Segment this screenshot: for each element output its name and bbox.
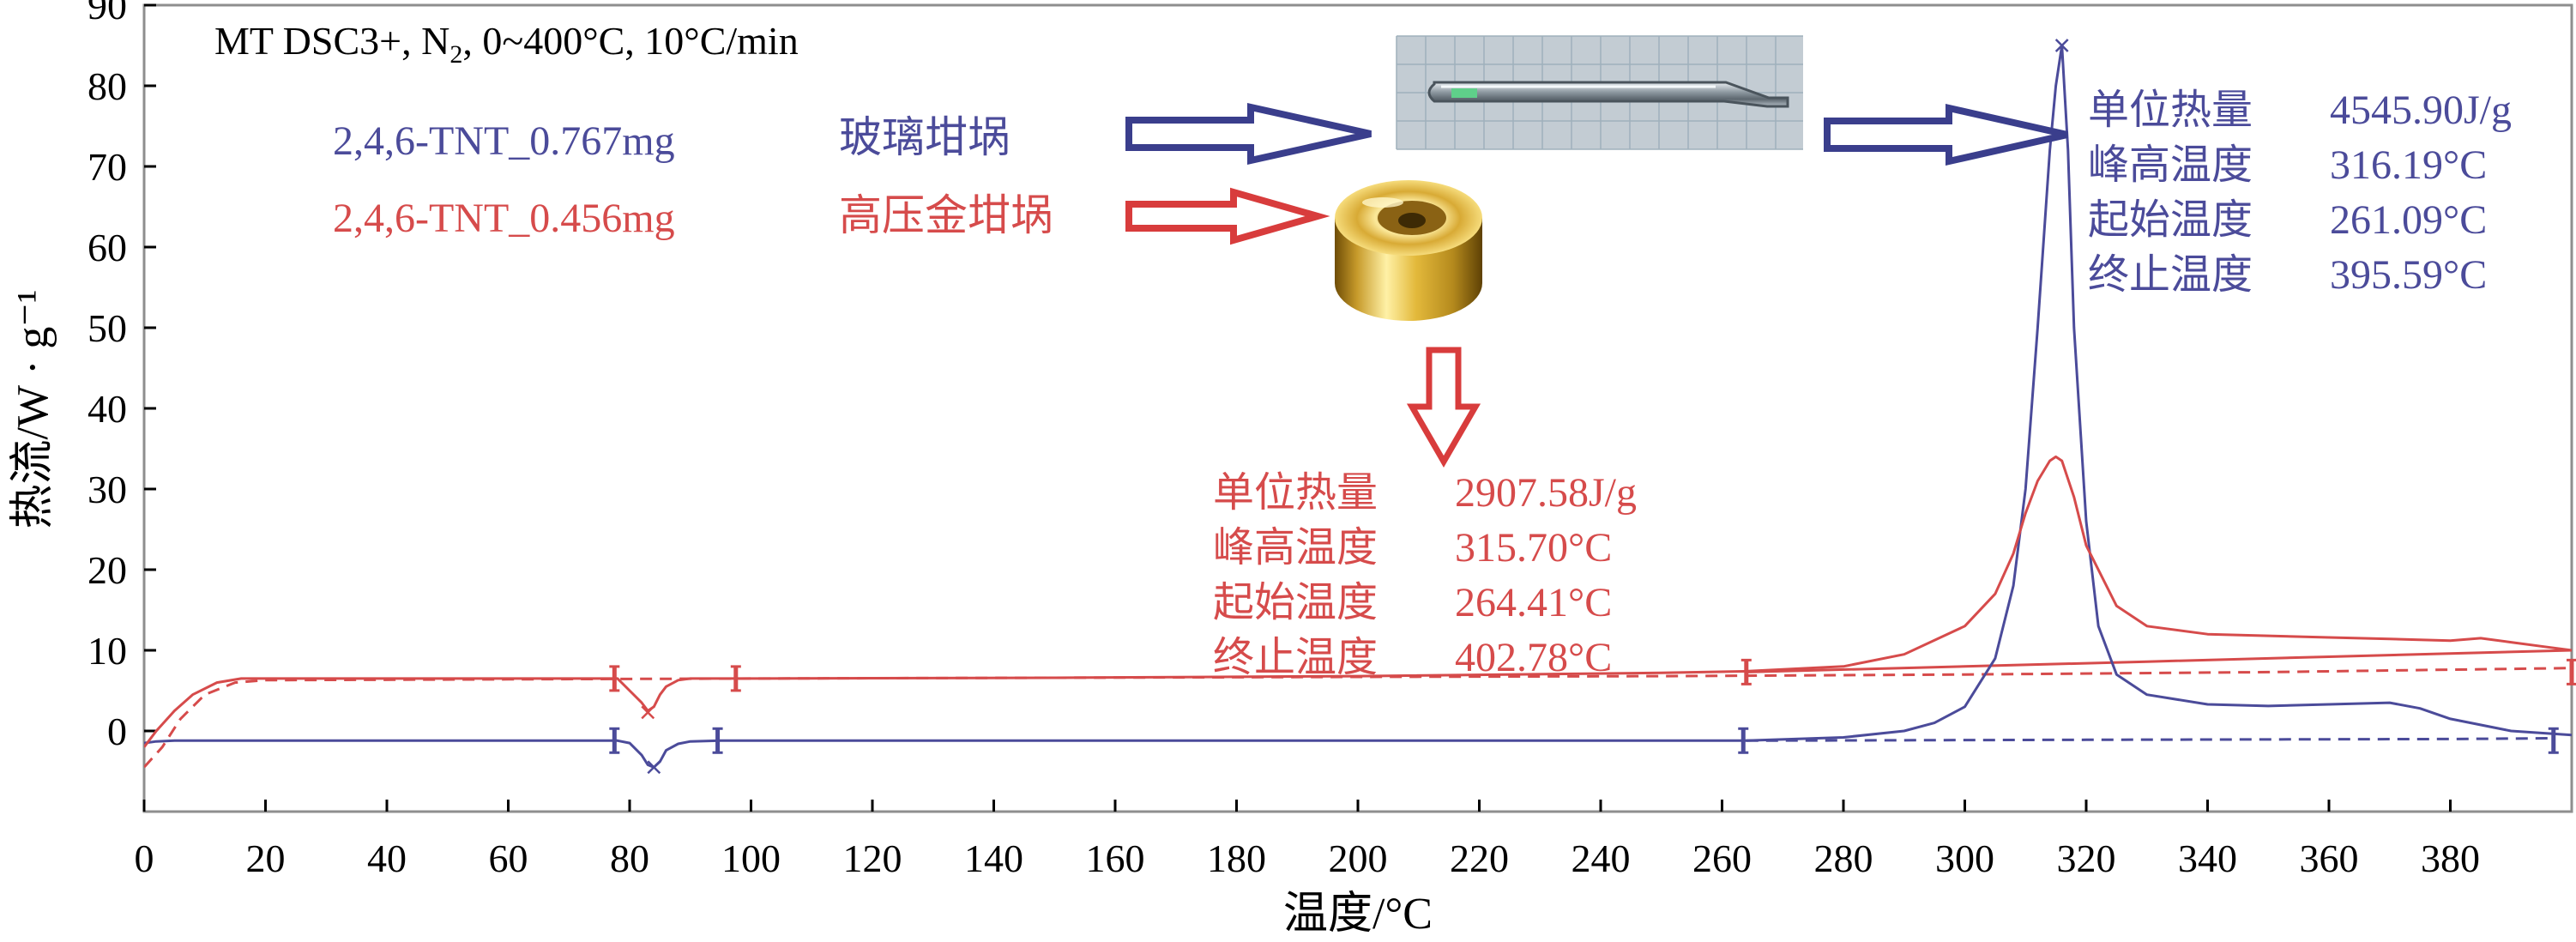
- gold-crucible-photo: [1335, 180, 1482, 321]
- results-glass-crucible: 单位热量 4545.90J/g 峰高温度 316.19°C 起始温度 261.0…: [2088, 88, 2512, 298]
- result-value: 395.59°C: [2330, 252, 2487, 298]
- x-tick-label: 60: [489, 836, 528, 880]
- y-tick-label: 70: [87, 145, 127, 189]
- peak-mark: [2054, 39, 2069, 52]
- blue-arrow-to-blue-results: [1824, 104, 2068, 166]
- chart-title: MT DSC3+, N2, 0~400°C, 10°C/min: [214, 19, 799, 69]
- series-line-0: [144, 44, 2573, 769]
- chart-title-subscript: 2: [449, 40, 462, 69]
- x-tick-label: 20: [246, 836, 286, 880]
- legend-label-red-crucible: 高压金坩埚: [839, 191, 1053, 239]
- x-tick-label: 320: [2057, 836, 2116, 880]
- result-value: 4545.90J/g: [2330, 88, 2512, 133]
- glass-photo-grid: [1396, 35, 1803, 150]
- red-arrow-to-gold-crucible: [1125, 187, 1330, 245]
- x-tick-label: 360: [2300, 836, 2359, 880]
- peak-mark: [647, 760, 661, 775]
- x-tick-label: 220: [1450, 836, 1509, 880]
- y-tick-label: 40: [87, 387, 127, 431]
- x-tick-label: 120: [843, 836, 902, 880]
- x-axis-ticks: 0 20 40 60 80 100 120 140 160 180 200 220 240 260 280 3…: [135, 800, 2480, 880]
- legend-label-blue-crucible: 玻璃坩埚: [839, 113, 1010, 161]
- y-axis-ticks: 0 10 20 30 40 50 60 70 80 90: [87, 0, 156, 753]
- result-value: 2907.58J/g: [1455, 470, 1637, 516]
- result-label: 单位热量: [2088, 88, 2253, 133]
- result-value: 316.19°C: [2330, 142, 2487, 188]
- y-tick-label: 90: [87, 0, 127, 27]
- glass-tube-sample: [1451, 88, 1477, 98]
- x-tick-label: 100: [721, 836, 781, 880]
- integration-marker-layer: [609, 658, 2576, 754]
- result-value: 315.70°C: [1455, 525, 1612, 571]
- result-label: 起始温度: [1213, 580, 1378, 625]
- result-label: 终止温度: [1213, 635, 1378, 680]
- x-tick-label: 280: [1814, 836, 1873, 880]
- result-label: 峰高温度: [2088, 142, 2253, 188]
- x-tick-label: 40: [367, 836, 407, 880]
- x-tick-label: 80: [610, 836, 649, 880]
- glass-crucible-photo: [1396, 35, 1803, 150]
- x-tick-label: 340: [2178, 836, 2237, 880]
- blue-arrow-to-glass-crucible: [1125, 103, 1372, 165]
- result-label: 单位热量: [1213, 470, 1378, 516]
- x-tick-label: 160: [1086, 836, 1145, 880]
- legend-label-blue-series: 2,4,6-TNT_0.767mg: [333, 118, 675, 164]
- glass-tube: [1427, 81, 1789, 108]
- y-axis-label: 热流/W · g⁻¹: [9, 290, 57, 529]
- x-tick-label: 200: [1329, 836, 1388, 880]
- result-label: 峰高温度: [1213, 525, 1378, 571]
- y-tick-label: 80: [87, 64, 127, 108]
- red-arrow-down-to-red-results: [1406, 347, 1481, 468]
- y-tick-label: 10: [87, 629, 127, 673]
- baseline-line: [1746, 649, 2573, 673]
- x-tick-label: 380: [2421, 836, 2480, 880]
- y-tick-label: 30: [87, 468, 127, 511]
- gold-crucible-rim-shine: [1362, 197, 1403, 208]
- result-label: 起始温度: [2088, 197, 2253, 243]
- legend-label-red-series: 2,4,6-TNT_0.456mg: [333, 196, 675, 241]
- y-tick-label: 50: [87, 306, 127, 350]
- x-tick-label: 180: [1207, 836, 1266, 880]
- peak-mark-layer: [641, 39, 2069, 775]
- result-value: 264.41°C: [1455, 580, 1612, 625]
- x-tick-label: 140: [964, 836, 1023, 880]
- y-tick-label: 20: [87, 548, 127, 592]
- x-tick-label: 300: [1935, 836, 1994, 880]
- y-tick-label: 0: [107, 710, 127, 753]
- baseline-line: [1746, 737, 2554, 742]
- result-label: 终止温度: [2088, 252, 2253, 298]
- x-axis-label: 温度/°C: [1283, 890, 1433, 939]
- x-tick-label: 260: [1692, 836, 1752, 880]
- baseline-layer: [144, 649, 2573, 769]
- gold-crucible-cavity-inner: [1398, 213, 1426, 228]
- baseline-line: [144, 667, 2573, 769]
- peak-mark: [641, 705, 655, 720]
- result-value: 261.09°C: [2330, 197, 2487, 243]
- result-value: 402.78°C: [1455, 635, 1612, 680]
- x-tick-label: 240: [1572, 836, 1631, 880]
- results-gold-crucible: 单位热量 2907.58J/g 峰高温度 315.70°C 起始温度 264.4…: [1213, 470, 1637, 680]
- x-tick-label: 0: [135, 836, 154, 880]
- y-tick-label: 60: [87, 226, 127, 269]
